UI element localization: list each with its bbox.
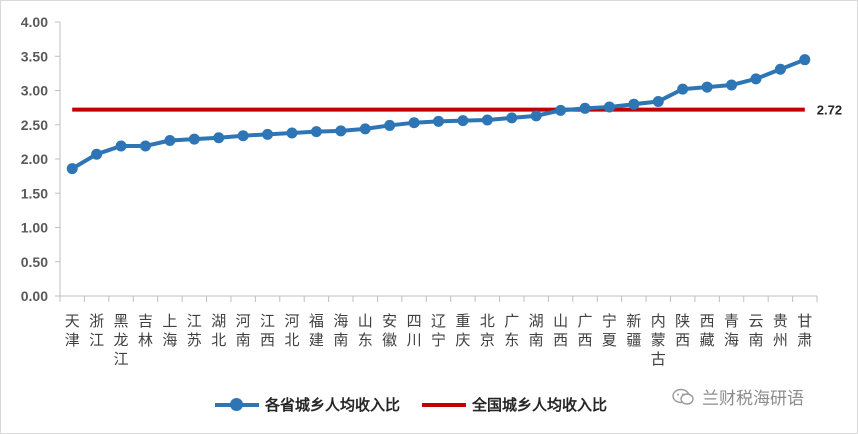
data-point xyxy=(188,133,200,145)
x-tick-label: 贵州 xyxy=(773,312,788,349)
data-point xyxy=(457,115,469,127)
x-tick-label: 天津 xyxy=(65,312,80,349)
y-tick-label: 0.50 xyxy=(21,254,48,270)
legend-label-national: 全国城乡人均收入比 xyxy=(472,396,608,414)
data-point xyxy=(579,102,591,114)
x-tick-label: 上海 xyxy=(162,312,177,349)
data-point xyxy=(262,128,274,140)
wechat-watermark: 兰财税海研语 xyxy=(672,384,804,409)
data-point xyxy=(66,163,78,175)
x-tick-label: 辽宁 xyxy=(431,312,446,349)
y-tick-label: 0.00 xyxy=(21,288,48,304)
x-tick-label: 湖北 xyxy=(211,312,226,349)
y-tick-label: 4.00 xyxy=(21,14,48,30)
x-tick-label: 云南 xyxy=(748,312,763,349)
x-tick-label: 浙江 xyxy=(89,312,104,349)
x-tick-label: 甘肃 xyxy=(797,312,812,349)
data-point xyxy=(555,104,567,116)
x-tick-label: 海南 xyxy=(333,312,348,349)
x-tick-label: 河南 xyxy=(236,312,251,349)
x-tick-label: 安徽 xyxy=(382,312,397,349)
wechat-icon xyxy=(672,388,694,405)
x-tick-label: 江苏 xyxy=(187,312,202,349)
data-point xyxy=(530,110,542,122)
data-point xyxy=(433,115,444,127)
data-point xyxy=(603,101,615,113)
data-point xyxy=(628,98,640,110)
data-point xyxy=(799,54,811,66)
x-tick-label: 广东 xyxy=(504,312,519,349)
x-tick-label: 广西 xyxy=(578,312,593,349)
data-point xyxy=(115,140,127,152)
data-point xyxy=(750,73,762,85)
data-point xyxy=(237,130,249,142)
y-tick-label: 3.50 xyxy=(21,48,48,64)
data-point xyxy=(139,140,151,152)
x-tick-labels: 天津浙江黑龙江吉林上海江苏湖北河南江西河北福建海南山东安徽四川辽宁重庆北京广东湖… xyxy=(59,296,818,368)
x-tick-label: 陕西 xyxy=(675,312,690,349)
y-tick-label: 2.50 xyxy=(21,117,48,133)
data-point xyxy=(481,114,493,126)
x-tick-label: 宁夏 xyxy=(602,312,617,349)
x-tick-label: 山东 xyxy=(358,312,373,349)
x-tick-label: 北京 xyxy=(480,312,495,349)
x-tick-label: 黑龙江 xyxy=(114,312,129,368)
data-point xyxy=(91,148,103,160)
data-point xyxy=(677,83,689,95)
data-point xyxy=(701,81,713,93)
x-tick-label: 重庆 xyxy=(455,312,470,349)
national-average-label: 2.72 xyxy=(817,103,842,118)
data-point xyxy=(384,119,396,131)
data-point xyxy=(310,126,322,138)
data-point xyxy=(359,123,371,135)
x-tick-label: 湖南 xyxy=(529,312,544,349)
x-tick-label: 江西 xyxy=(260,312,275,349)
data-point xyxy=(652,95,664,107)
data-point xyxy=(506,112,518,124)
province-series-line xyxy=(71,57,806,171)
legend-line-icon xyxy=(422,402,467,407)
legend-line-marker-icon xyxy=(215,397,259,411)
legend-item-province: 各省城乡人均收入比 xyxy=(215,394,400,415)
x-tick-label: 四川 xyxy=(407,312,422,349)
legend-dot-icon xyxy=(230,397,243,411)
y-tick-label: 2.00 xyxy=(21,151,48,167)
legend: 各省城乡人均收入比 全国城乡人均收入比 xyxy=(215,394,629,415)
legend-item-national: 全国城乡人均收入比 xyxy=(422,394,607,415)
data-point xyxy=(213,132,225,144)
province-series-points xyxy=(66,54,811,175)
x-tick-label: 福建 xyxy=(309,312,324,349)
x-tick-label: 青海 xyxy=(724,312,739,349)
y-tick-label: 3.00 xyxy=(21,83,48,99)
x-tick-label: 西藏 xyxy=(700,312,715,349)
data-point xyxy=(164,135,176,147)
x-tick-label: 内蒙古 xyxy=(651,312,666,368)
legend-label-province: 各省城乡人均收入比 xyxy=(265,396,401,414)
data-point xyxy=(408,117,420,129)
data-point xyxy=(335,125,347,137)
y-tick-label: 1.00 xyxy=(21,220,48,236)
data-point xyxy=(726,79,738,91)
data-point xyxy=(774,63,786,75)
data-point xyxy=(286,127,298,139)
watermark-text: 兰财税海研语 xyxy=(702,389,804,409)
x-tick-label: 河北 xyxy=(284,312,299,349)
x-tick-label: 山西 xyxy=(553,312,568,349)
x-tick-label: 吉林 xyxy=(138,312,153,349)
y-tick-label: 1.50 xyxy=(21,185,48,201)
x-tick-label: 新疆 xyxy=(626,312,641,349)
y-tick-labels: 0.00 0.50 1.00 1.50 2.00 2.50 3.00 3.50 4.00 xyxy=(21,14,60,304)
